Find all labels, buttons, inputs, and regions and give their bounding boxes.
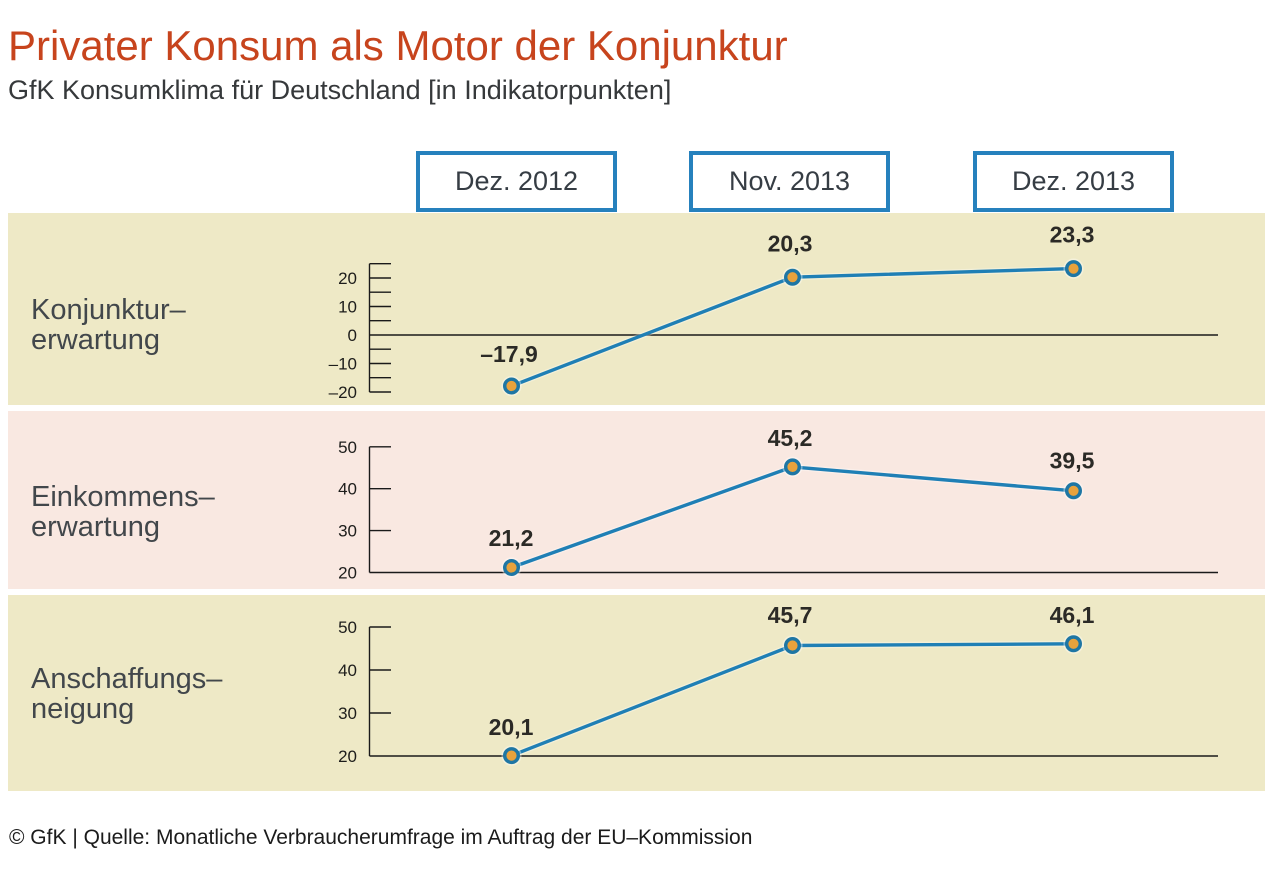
svg-text:23,3: 23,3 — [1050, 222, 1095, 248]
svg-text:20,3: 20,3 — [768, 231, 813, 257]
svg-text:40: 40 — [338, 661, 357, 680]
svg-text:0: 0 — [348, 326, 357, 345]
svg-text:–10: –10 — [329, 355, 357, 374]
svg-text:50: 50 — [338, 438, 357, 457]
svg-text:40: 40 — [338, 480, 357, 499]
svg-text:30: 30 — [338, 704, 357, 723]
svg-text:46,1: 46,1 — [1050, 602, 1095, 628]
svg-text:39,5: 39,5 — [1050, 448, 1095, 474]
svg-text:45,2: 45,2 — [768, 425, 813, 451]
svg-text:50: 50 — [338, 618, 357, 637]
svg-text:20: 20 — [338, 747, 357, 766]
svg-text:10: 10 — [338, 298, 357, 317]
svg-text:30: 30 — [338, 522, 357, 541]
svg-text:20: 20 — [338, 564, 357, 583]
svg-text:45,7: 45,7 — [768, 602, 813, 628]
svg-text:–17,9: –17,9 — [480, 341, 538, 367]
svg-text:20,1: 20,1 — [489, 714, 534, 740]
svg-text:20: 20 — [338, 269, 357, 288]
svg-text:21,2: 21,2 — [489, 525, 534, 551]
svg-text:–20: –20 — [329, 383, 357, 402]
